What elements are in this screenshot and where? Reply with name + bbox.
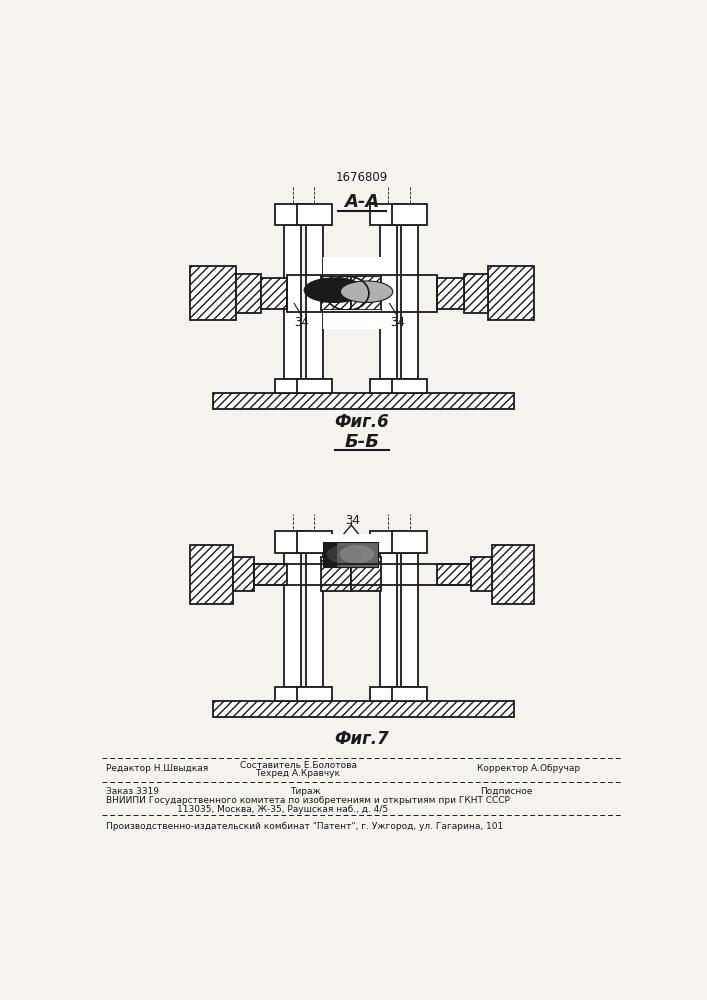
Bar <box>296 687 332 701</box>
Ellipse shape <box>339 545 374 564</box>
Bar <box>305 225 322 379</box>
Bar <box>296 531 332 553</box>
Bar <box>336 542 378 567</box>
Bar <box>287 275 438 312</box>
Bar <box>236 274 261 312</box>
Text: 1676809: 1676809 <box>336 171 388 184</box>
Bar <box>254 564 471 585</box>
Bar <box>275 687 310 701</box>
Bar <box>392 687 428 701</box>
Bar <box>489 266 534 320</box>
Text: 113035, Москва, Ж-35, Раушская наб., д. 4/5: 113035, Москва, Ж-35, Раушская наб., д. … <box>177 805 388 814</box>
Bar <box>322 542 365 567</box>
Bar <box>275 379 310 393</box>
Bar <box>380 553 397 687</box>
Text: Тираж: Тираж <box>291 787 321 796</box>
Polygon shape <box>337 525 365 542</box>
Text: Составитель Е.Болотова: Составитель Е.Болотова <box>240 761 356 770</box>
Bar <box>351 557 381 591</box>
Bar <box>351 276 381 310</box>
Text: ВНИИПИ Государственного комитета по изобретениям и открытиям при ГКНТ СССР: ВНИИПИ Государственного комитета по изоб… <box>105 796 510 805</box>
Bar <box>392 379 428 393</box>
Bar <box>233 557 254 591</box>
Text: Производственно-издательский комбинат "Патент", г. Ужгород, ул. Гагарина, 101: Производственно-издательский комбинат "П… <box>105 822 503 831</box>
Bar <box>322 534 378 542</box>
Bar <box>370 204 406 225</box>
Bar <box>305 553 322 687</box>
Bar <box>438 564 471 585</box>
Bar <box>214 701 514 717</box>
Text: Техред А.Кравчук: Техред А.Кравчук <box>255 769 341 778</box>
Bar <box>322 310 381 329</box>
Text: А-А: А-А <box>344 193 380 211</box>
Ellipse shape <box>304 278 364 302</box>
Bar <box>370 687 406 701</box>
Bar <box>190 545 233 604</box>
Bar <box>321 276 351 310</box>
Bar <box>380 225 397 379</box>
Text: Редактор Н.Швыдкая: Редактор Н.Швыдкая <box>105 764 208 773</box>
Bar <box>438 278 464 309</box>
Text: Заказ 3319: Заказ 3319 <box>105 787 158 796</box>
Bar <box>492 545 534 604</box>
Bar <box>471 557 492 591</box>
Bar <box>392 204 428 225</box>
Bar <box>402 225 418 379</box>
Bar <box>275 204 310 225</box>
Bar <box>464 274 489 312</box>
Text: 34: 34 <box>345 514 360 527</box>
Text: 34: 34 <box>390 316 404 329</box>
Text: Б-Б: Б-Б <box>344 433 380 451</box>
Bar <box>402 553 418 687</box>
Ellipse shape <box>340 281 393 302</box>
Bar <box>214 393 514 409</box>
Text: 34: 34 <box>294 316 309 329</box>
Bar <box>296 379 332 393</box>
Text: Фиг.6: Фиг.6 <box>334 413 390 431</box>
Bar <box>254 564 287 585</box>
Bar <box>296 204 332 225</box>
Text: Корректор А.Обручар: Корректор А.Обручар <box>477 764 580 773</box>
Text: Подписное: Подписное <box>479 787 532 796</box>
Bar <box>284 553 301 687</box>
Ellipse shape <box>327 545 361 564</box>
Bar <box>284 225 301 379</box>
Bar <box>322 257 381 276</box>
Bar <box>190 266 236 320</box>
Bar <box>370 379 406 393</box>
Bar <box>275 531 310 553</box>
Text: Фиг.7: Фиг.7 <box>334 730 390 748</box>
Bar <box>392 531 428 553</box>
Bar <box>370 531 406 553</box>
Bar <box>321 557 351 591</box>
Bar <box>261 278 287 309</box>
